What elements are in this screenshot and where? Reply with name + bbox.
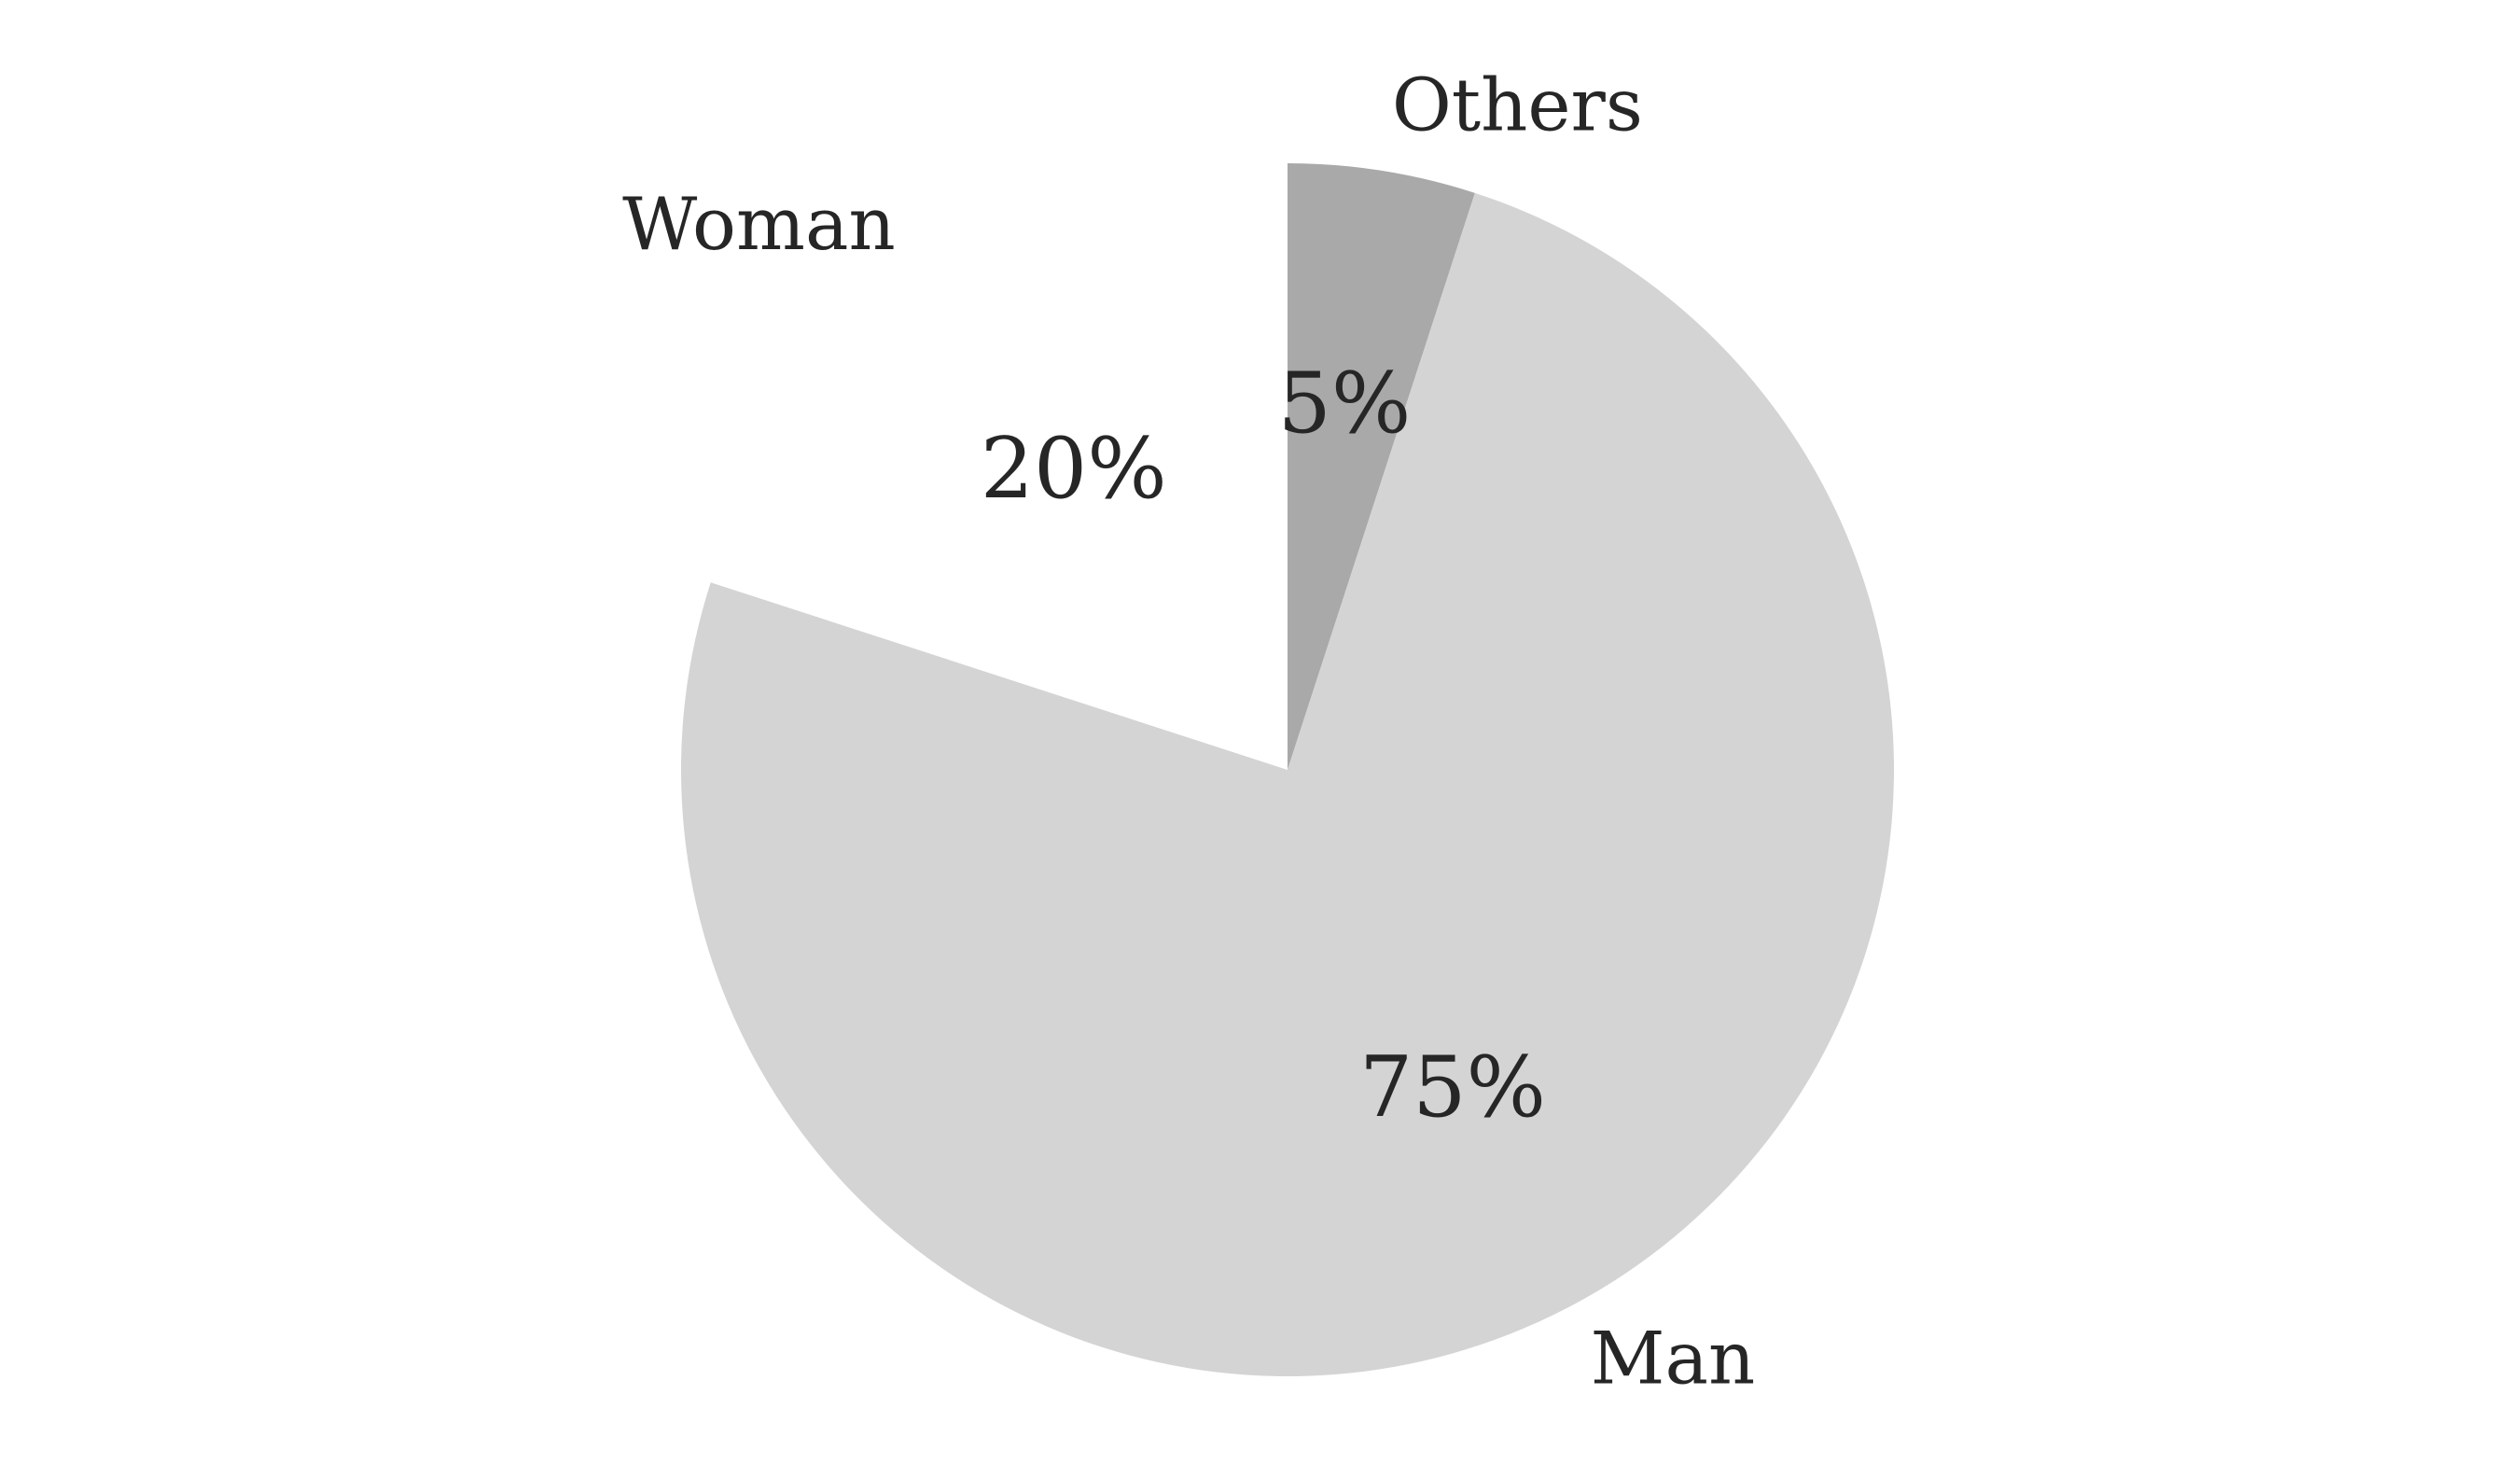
pie-labels: Others 5% Man 75% Woman 20% <box>622 63 1755 1401</box>
pie-slices <box>681 163 1895 1377</box>
pie-slice-man <box>681 192 1895 1377</box>
slice-label-man: Man <box>1591 1318 1756 1401</box>
pie-slice-woman <box>710 163 1288 770</box>
slice-label-woman: Woman <box>622 183 896 267</box>
slice-percent-man: 75% <box>1359 1039 1546 1136</box>
slice-percent-others: 5% <box>1278 355 1412 453</box>
slice-label-others: Others <box>1392 63 1643 147</box>
pie-slice-others <box>1288 163 1475 770</box>
slice-percent-woman: 20% <box>981 420 1167 518</box>
